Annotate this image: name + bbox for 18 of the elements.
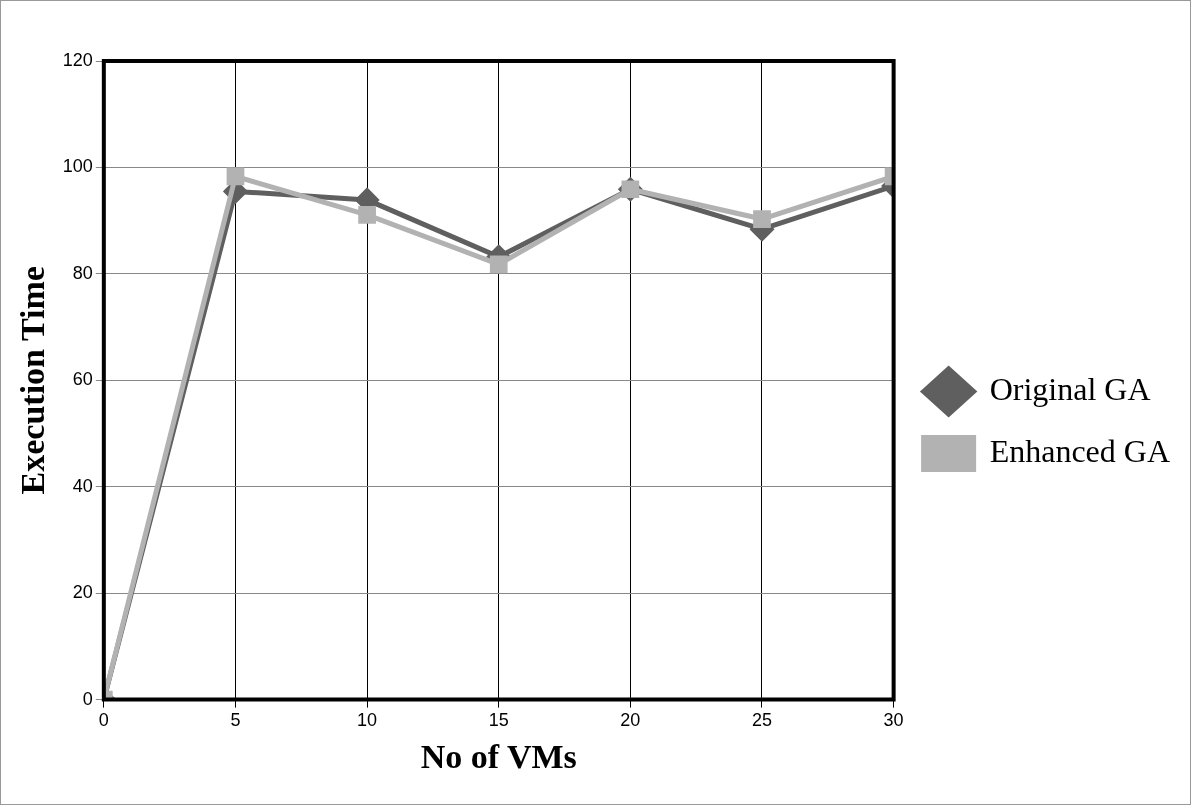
y-tick-label: 60	[72, 369, 93, 390]
y-axis-title: Execution Time	[14, 266, 52, 495]
x-tick-label: 15	[488, 710, 509, 731]
y-tick-label: 100	[62, 156, 93, 177]
y-tick-label: 0	[82, 688, 93, 709]
y-tick-label: 20	[72, 582, 93, 603]
x-tick-label: 5	[230, 710, 241, 731]
x-tick-label: 25	[751, 710, 773, 731]
x-tick-label: 0	[98, 710, 109, 731]
x-tick-label: 30	[883, 710, 904, 731]
legend-label: Enhanced GA	[989, 432, 1170, 469]
y-tick-label: 80	[72, 262, 93, 283]
y-tick-label: 120	[62, 49, 93, 70]
legend-label: Original GA	[989, 370, 1151, 407]
x-tick-label: 20	[620, 710, 641, 731]
y-tick-label: 40	[72, 475, 93, 496]
x-tick-label: 10	[357, 710, 378, 731]
x-axis-title: No of VMs	[420, 738, 577, 776]
